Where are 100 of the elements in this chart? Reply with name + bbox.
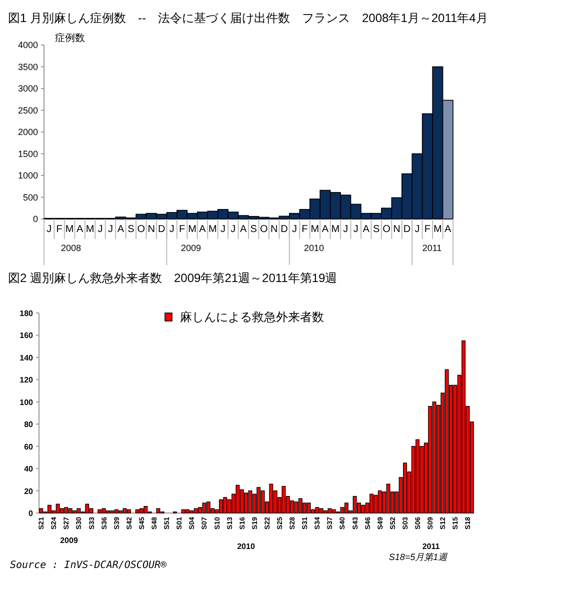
x-tick-label: D <box>158 224 166 235</box>
bar <box>202 502 206 514</box>
bar <box>282 486 286 514</box>
bar <box>223 497 228 514</box>
x-tick-label: M <box>208 224 217 235</box>
chart-title: 図1 月別麻しん症例数 -- 法令に基づく届け出件数 フランス 2008年1月～2011年4月 <box>8 11 488 25</box>
x-tick-label: O <box>260 224 268 235</box>
bar <box>72 510 77 514</box>
x-tick-label: A <box>322 224 329 235</box>
bar <box>39 508 44 514</box>
y-tick-label: 1500 <box>18 148 38 159</box>
bar <box>85 504 90 514</box>
bar <box>416 439 420 514</box>
y-tick-label: 80 <box>24 420 34 430</box>
y-tick-label: 20 <box>24 486 34 496</box>
bar <box>98 509 102 514</box>
x-tick-label: J <box>343 224 348 235</box>
bar <box>68 508 72 514</box>
x-tick-label: O <box>382 224 391 235</box>
x-tick-label: J <box>98 224 103 235</box>
y-tick-label: 60 <box>24 442 34 452</box>
x-tick-label: M <box>331 224 340 235</box>
x-tick-label: S <box>372 224 380 235</box>
x-tick-label: A <box>76 224 84 235</box>
bar <box>122 508 127 514</box>
x-tick-label: A <box>240 224 248 235</box>
y-tick-label: 1000 <box>18 170 38 180</box>
bar <box>236 484 240 514</box>
bar <box>298 498 302 514</box>
y-tick-label: 2500 <box>18 105 38 116</box>
x-tick-label: N <box>270 224 278 235</box>
bar <box>102 508 106 514</box>
y-tick-label: 40 <box>24 464 34 474</box>
bar <box>319 508 324 514</box>
y-tick-label: 140 <box>20 353 34 362</box>
bar <box>244 492 248 514</box>
bar <box>76 508 81 514</box>
x-tick-label: N <box>148 224 155 235</box>
y-axis-title: 症例数 <box>55 32 85 44</box>
x-tick-label: M <box>188 224 196 235</box>
x-tick-label: M <box>86 224 94 235</box>
x-tick-label: J <box>230 224 236 235</box>
bar <box>186 509 190 514</box>
y-tick-label: 180 <box>20 309 34 318</box>
x-tick-label: A <box>444 224 452 235</box>
bar <box>361 504 366 514</box>
bar <box>218 499 223 514</box>
y-tick-label: 100 <box>20 398 34 407</box>
bar <box>114 509 118 514</box>
x-tick-label: O <box>137 224 146 235</box>
x-tick-label: A <box>117 224 124 235</box>
y-tick-label: 4000 <box>18 40 38 50</box>
bar <box>344 502 348 514</box>
text: S18=5月第1週 <box>388 552 448 562</box>
bar <box>269 484 274 514</box>
y-tick-label: 3500 <box>18 62 38 72</box>
x-tick-label: J <box>220 224 226 235</box>
text: 2011 <box>422 542 440 551</box>
bar <box>190 510 194 514</box>
bar <box>156 508 160 514</box>
x-tick-label: J <box>108 224 113 235</box>
bar <box>462 340 466 514</box>
bar <box>206 502 210 514</box>
bar <box>194 508 198 514</box>
bar <box>106 510 110 514</box>
bar <box>181 509 186 514</box>
bar <box>139 508 144 514</box>
x-tick-label: A <box>199 224 206 235</box>
text: 2010 <box>304 243 324 253</box>
bar <box>403 462 407 514</box>
bar <box>428 406 432 514</box>
y-tick-label: 500 <box>22 192 38 202</box>
bar <box>328 508 332 514</box>
text: 2009 <box>60 536 78 545</box>
bar <box>332 509 336 514</box>
x-tick-label: S <box>250 224 258 235</box>
bar <box>315 507 320 514</box>
bar <box>290 500 294 514</box>
bar <box>248 490 252 514</box>
legend-label: 麻しんによる救急外来者数 <box>180 310 324 324</box>
bar <box>370 494 374 514</box>
bar <box>294 502 298 514</box>
x-tick-label: M <box>310 224 320 235</box>
y-tick-label: 2000 <box>18 127 38 137</box>
text: 2009 <box>180 243 202 253</box>
x-tick-label: J <box>414 224 420 235</box>
y-tick-label: 160 <box>20 331 34 340</box>
bar <box>378 490 382 514</box>
y-tick-label: 0 <box>32 214 38 224</box>
x-tick-label: F <box>178 224 186 235</box>
bar <box>47 504 52 514</box>
y-tick-label: 0 <box>28 509 34 518</box>
x-tick-label: A <box>362 224 370 235</box>
x-tick-label: J <box>292 224 298 235</box>
bar <box>256 487 261 514</box>
bar <box>444 369 449 514</box>
x-tick-label: D <box>403 224 411 235</box>
bar <box>126 509 131 514</box>
source-note: Source : InVS-DCAR/OSCOUR® <box>10 560 168 571</box>
bar <box>135 509 140 514</box>
